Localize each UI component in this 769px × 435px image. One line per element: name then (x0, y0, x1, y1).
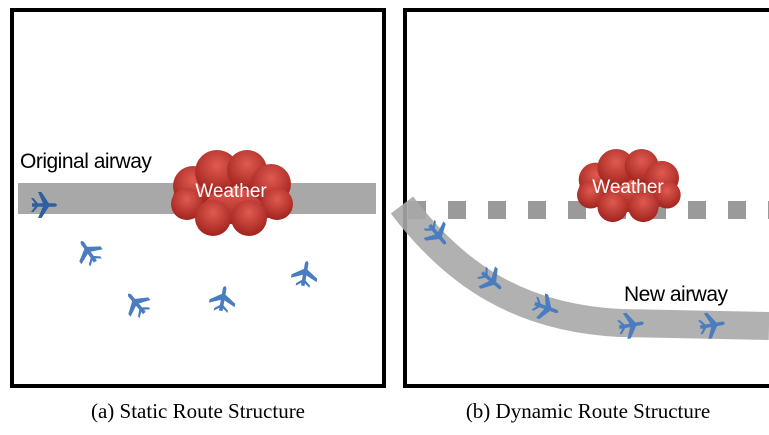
airway-label: New airway (624, 283, 729, 306)
panel-a: Weather Original airway (10, 8, 386, 388)
weather-label: Weather (195, 181, 267, 202)
caption: (b) Dynamic Route Structure (466, 399, 710, 423)
panel-b: Weather New airway (390, 8, 769, 388)
new-airway (390, 196, 769, 340)
weather-label: Weather (592, 177, 664, 198)
airway-label: Original airway (20, 150, 152, 173)
caption: (a) Static Route Structure (91, 399, 305, 423)
